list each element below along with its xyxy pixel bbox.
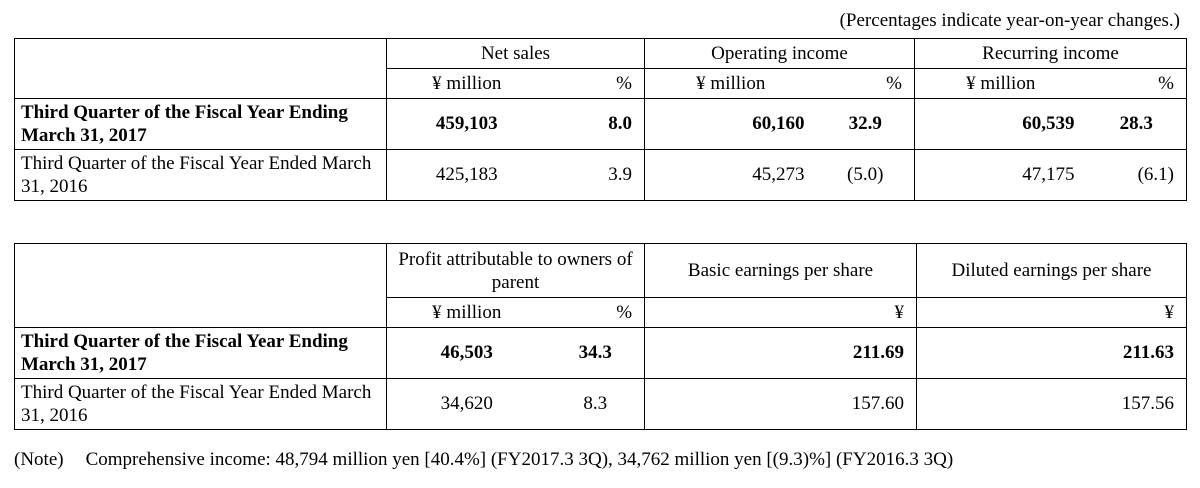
- basic-eps-value: 211.69: [644, 327, 918, 379]
- recurring-income-pct: (6.1): [1086, 149, 1187, 201]
- recurring-income-header: Recurring income: [914, 38, 1187, 69]
- table-header-row: Profit attributable to owners of parent …: [14, 243, 1188, 328]
- operating-income-value: 45,273: [644, 149, 817, 201]
- net-sales-value: 425,183: [386, 149, 547, 201]
- row-label: Third Quarter of the Fiscal Year Ending …: [14, 98, 387, 150]
- unit-million: ¥ million: [386, 68, 547, 99]
- operating-income-value: 60,160: [644, 98, 817, 150]
- table-header-row: Net sales Operating income Recurring inc…: [14, 38, 1187, 99]
- diluted-eps-value: 211.63: [916, 327, 1188, 379]
- unit-pct: %: [546, 297, 646, 328]
- unit-pct: %: [546, 68, 645, 99]
- recurring-income-pct: 28.3: [1086, 98, 1187, 150]
- row-label: Third Quarter of the Fiscal Year Ended M…: [14, 378, 387, 430]
- profit-pct: 34.3: [546, 327, 646, 379]
- table-unit-row: ¥ million % ¥ million % ¥ million %: [15, 68, 1187, 99]
- unit-pct: %: [816, 68, 915, 99]
- sales-income-table: Net sales Operating income Recurring inc…: [14, 38, 1187, 201]
- profit-value: 34,620: [386, 378, 547, 430]
- percentage-caption: (Percentages indicate year-on-year chang…: [839, 10, 1180, 31]
- basic-eps-value: 157.60: [644, 378, 918, 430]
- diluted-eps-value: 157.56: [916, 378, 1188, 430]
- table-row: Third Quarter of the Fiscal Year Ending …: [14, 327, 1188, 379]
- unit-million: ¥ million: [386, 297, 547, 328]
- unit-yen: ¥: [916, 297, 1188, 328]
- unit-pct: %: [1086, 68, 1187, 99]
- net-sales-pct: 8.0: [546, 98, 645, 150]
- table-row: Third Quarter of the Fiscal Year Ending …: [14, 98, 1187, 150]
- profit-header: Profit attributable to owners of parent: [385, 243, 646, 298]
- operating-income-header: Operating income: [644, 38, 915, 69]
- basic-eps-header: Basic earnings per share: [644, 243, 918, 298]
- row-label: Third Quarter of the Fiscal Year Ended M…: [14, 149, 387, 201]
- table-row: Third Quarter of the Fiscal Year Ended M…: [14, 378, 1188, 430]
- table-unit-row: ¥ million % ¥ ¥: [15, 297, 1188, 328]
- row-label-header: [14, 38, 387, 99]
- row-label: Third Quarter of the Fiscal Year Ending …: [14, 327, 387, 379]
- net-sales-value: 459,103: [386, 98, 547, 150]
- diluted-eps-header: Diluted earnings per share: [916, 243, 1188, 298]
- profit-pct: 8.3: [546, 378, 646, 430]
- profit-eps-table: Profit attributable to owners of parent …: [14, 243, 1188, 430]
- unit-million: ¥ million: [644, 68, 817, 99]
- row-label-header: [14, 243, 387, 328]
- unit-million: ¥ million: [914, 68, 1087, 99]
- net-sales-pct: 3.9: [546, 149, 645, 201]
- profit-value: 46,503: [386, 327, 547, 379]
- note-label: (Note): [14, 449, 64, 470]
- note-text: Comprehensive income: 48,794 million yen…: [85, 449, 954, 470]
- net-sales-header: Net sales: [386, 38, 645, 69]
- table-row: Third Quarter of the Fiscal Year Ended M…: [14, 149, 1187, 201]
- operating-income-pct: 32.9: [816, 98, 915, 150]
- comprehensive-income-note: (Note) Comprehensive income: 48,794 milli…: [14, 449, 953, 471]
- unit-yen: ¥: [644, 297, 918, 328]
- operating-income-pct: (5.0): [816, 149, 915, 201]
- recurring-income-value: 60,539: [914, 98, 1087, 150]
- recurring-income-value: 47,175: [914, 149, 1087, 201]
